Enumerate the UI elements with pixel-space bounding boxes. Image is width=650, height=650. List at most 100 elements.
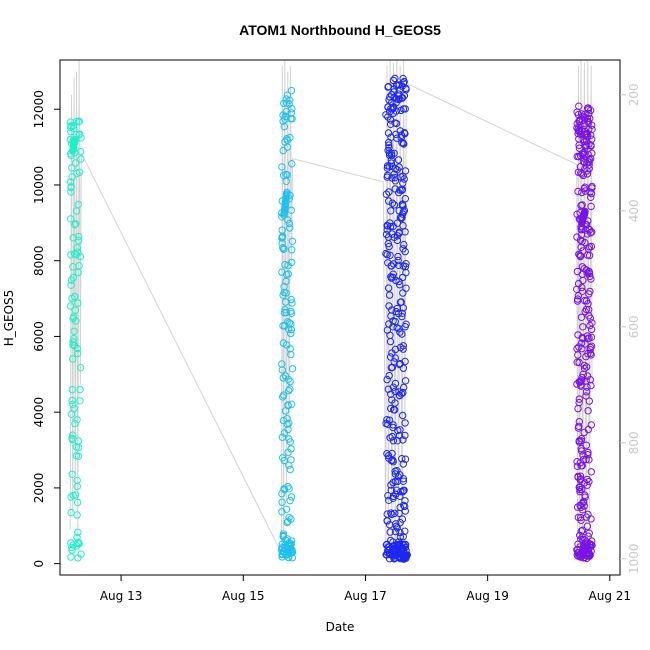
data-point <box>575 395 583 403</box>
data-point <box>401 455 410 463</box>
data-point <box>383 517 391 525</box>
data-point <box>395 163 403 171</box>
data-point <box>587 351 595 359</box>
data-point <box>278 226 286 234</box>
data-point <box>574 513 583 522</box>
data-point <box>579 154 588 162</box>
data-point <box>288 246 296 254</box>
data-point <box>393 437 402 445</box>
data-point <box>69 431 77 439</box>
data-point <box>285 219 294 228</box>
data-point <box>584 104 592 113</box>
data-point <box>399 179 407 187</box>
y-tick-label: 8000 <box>32 245 46 276</box>
data-point <box>287 320 295 328</box>
data-point <box>391 74 399 83</box>
data-point <box>67 281 75 289</box>
x-tick-label: Aug 13 <box>100 589 143 603</box>
data-point <box>577 462 585 470</box>
data-point <box>586 114 594 123</box>
data-point <box>382 111 390 119</box>
data-point <box>279 393 287 401</box>
data-point <box>585 552 594 560</box>
data-point <box>285 386 293 395</box>
data-point <box>77 155 85 163</box>
data-point <box>585 477 593 486</box>
data-point <box>384 385 392 393</box>
data-point <box>76 252 85 261</box>
data-point <box>582 441 590 449</box>
data-point <box>388 199 397 207</box>
data-point <box>388 174 396 182</box>
data-point <box>396 343 405 352</box>
data-point <box>71 250 79 258</box>
data-point <box>71 293 79 301</box>
data-point <box>391 379 400 388</box>
x-tick-label: Aug 15 <box>222 589 265 603</box>
data-point <box>395 207 403 215</box>
data-point <box>396 213 405 222</box>
data-point <box>385 151 394 159</box>
data-point <box>582 392 590 400</box>
data-point <box>385 188 393 196</box>
data-point <box>77 147 85 156</box>
data-point <box>279 171 288 179</box>
data-point <box>587 189 596 198</box>
data-point <box>581 307 589 316</box>
data-point <box>583 522 592 530</box>
data-point <box>383 171 392 180</box>
data-point <box>399 411 407 420</box>
y-axis: 0 2000 4000 6000 8000 10000 12000 <box>32 90 60 567</box>
data-point <box>587 142 595 150</box>
data-point <box>384 103 392 111</box>
data-points <box>66 74 596 563</box>
data-point <box>74 452 83 460</box>
data-point <box>585 270 594 278</box>
data-point <box>403 551 411 559</box>
data-point <box>74 299 82 307</box>
data-point <box>391 119 399 127</box>
data-point <box>385 496 393 504</box>
data-point <box>73 476 81 485</box>
data-point <box>398 455 406 463</box>
data-point <box>75 168 84 176</box>
data-point <box>72 117 81 126</box>
data-point <box>386 93 394 101</box>
data-point <box>577 447 586 455</box>
data-point <box>587 342 596 350</box>
data-point <box>67 539 75 547</box>
data-point <box>74 437 83 445</box>
data-point <box>285 100 293 108</box>
data-point <box>281 112 289 121</box>
data-point <box>76 363 85 372</box>
data-point <box>578 201 586 209</box>
data-point <box>280 485 288 493</box>
data-point <box>588 537 596 545</box>
data-point <box>586 551 594 559</box>
data-point <box>287 493 296 501</box>
data-point <box>385 197 393 205</box>
data-point <box>383 226 391 234</box>
data-point <box>386 528 394 536</box>
data-point <box>69 400 77 408</box>
data-point <box>284 261 292 270</box>
data-point <box>573 233 581 241</box>
data-point <box>582 546 590 555</box>
data-point <box>387 456 395 465</box>
data-point <box>385 416 394 424</box>
data-point <box>393 219 402 227</box>
data-point <box>588 149 596 158</box>
data-point <box>387 159 395 167</box>
data-point <box>67 127 75 136</box>
data-point <box>579 451 587 459</box>
data-point <box>575 358 583 367</box>
data-point <box>396 281 404 289</box>
data-point <box>575 141 583 150</box>
right-tick-label: 400 <box>627 199 641 222</box>
data-point <box>67 182 75 191</box>
data-point <box>283 415 291 423</box>
data-point <box>383 450 391 458</box>
data-point <box>395 392 404 400</box>
data-point <box>578 188 586 197</box>
data-point <box>74 554 82 562</box>
